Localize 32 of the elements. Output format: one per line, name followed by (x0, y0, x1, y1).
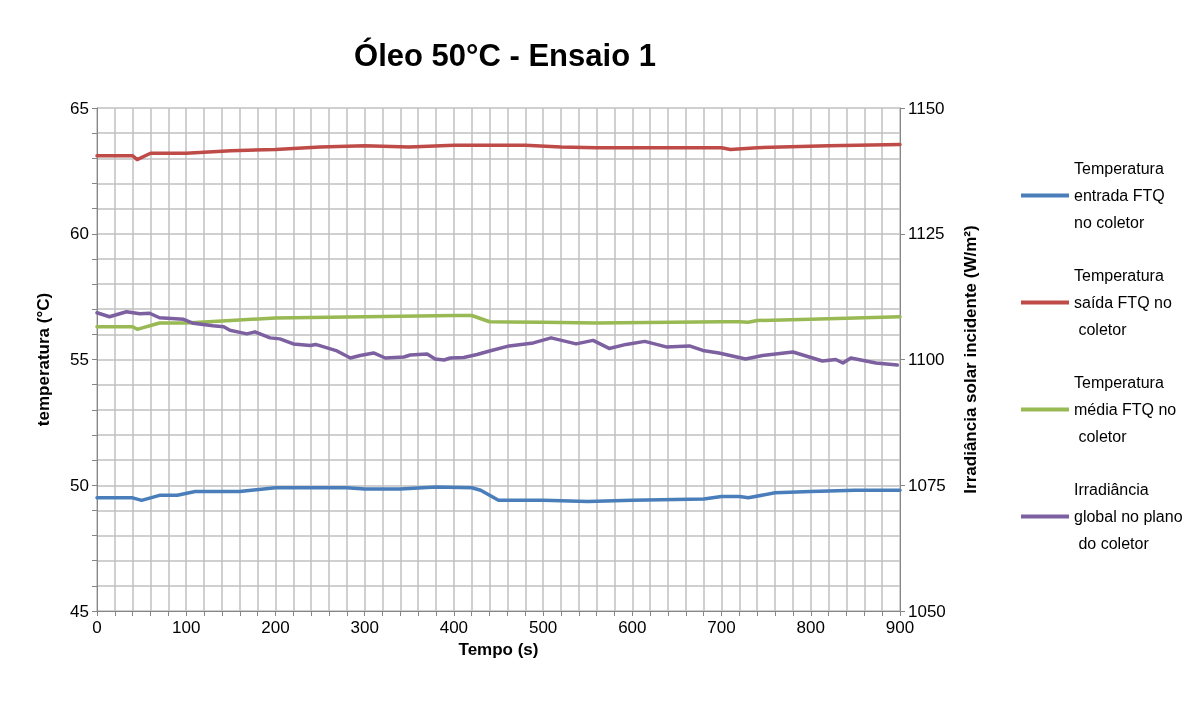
y2-tick-label: 1050 (908, 601, 946, 621)
y2-tick-label: 1150 (908, 98, 945, 118)
y-tick-label: 45 (70, 601, 89, 621)
y-tick-label: 50 (70, 475, 89, 495)
chart-title: Óleo 50°C - Ensaio 1 (354, 37, 656, 73)
legend-label: Temperatura entrada FTQ no coletor (1074, 160, 1170, 231)
x-tick-label: 600 (618, 618, 647, 637)
legend-label: Irradiância global no plano do coletor (1074, 481, 1183, 552)
y-tick-label: 60 (70, 224, 89, 244)
x-tick-label: 900 (885, 618, 915, 637)
line-series (95, 142, 902, 162)
x-axis-title: Tempo (s) (458, 640, 539, 659)
legend-label: Temperatura saída FTQ no coletor (1074, 267, 1172, 338)
legend-label: Temperatura média FTQ no coletor (1074, 374, 1177, 445)
x-tick-label: 800 (796, 618, 825, 637)
x-tick-label: 400 (439, 618, 469, 637)
x-tick-label: 100 (172, 618, 201, 637)
y2-axis-title: Irradiância solar incidente (W/m²) (961, 225, 980, 494)
line-series (95, 309, 900, 367)
y-tick-label: 55 (70, 350, 89, 369)
x-tick-label: 500 (528, 618, 558, 637)
x-tick-label: 200 (261, 618, 290, 637)
y2-tick-label: 1125 (908, 224, 945, 244)
x-tick-label: 300 (350, 618, 379, 637)
y2-tick-label: 1100 (908, 350, 945, 369)
x-tick-label: 0 (92, 618, 102, 637)
y-tick-label: 65 (70, 98, 89, 118)
x-tick-label: 700 (707, 618, 736, 637)
y-axis-title: temperatura (°C) (34, 292, 53, 427)
line-series (95, 485, 902, 504)
line-series (95, 313, 902, 332)
y2-tick-label: 1075 (908, 475, 946, 495)
